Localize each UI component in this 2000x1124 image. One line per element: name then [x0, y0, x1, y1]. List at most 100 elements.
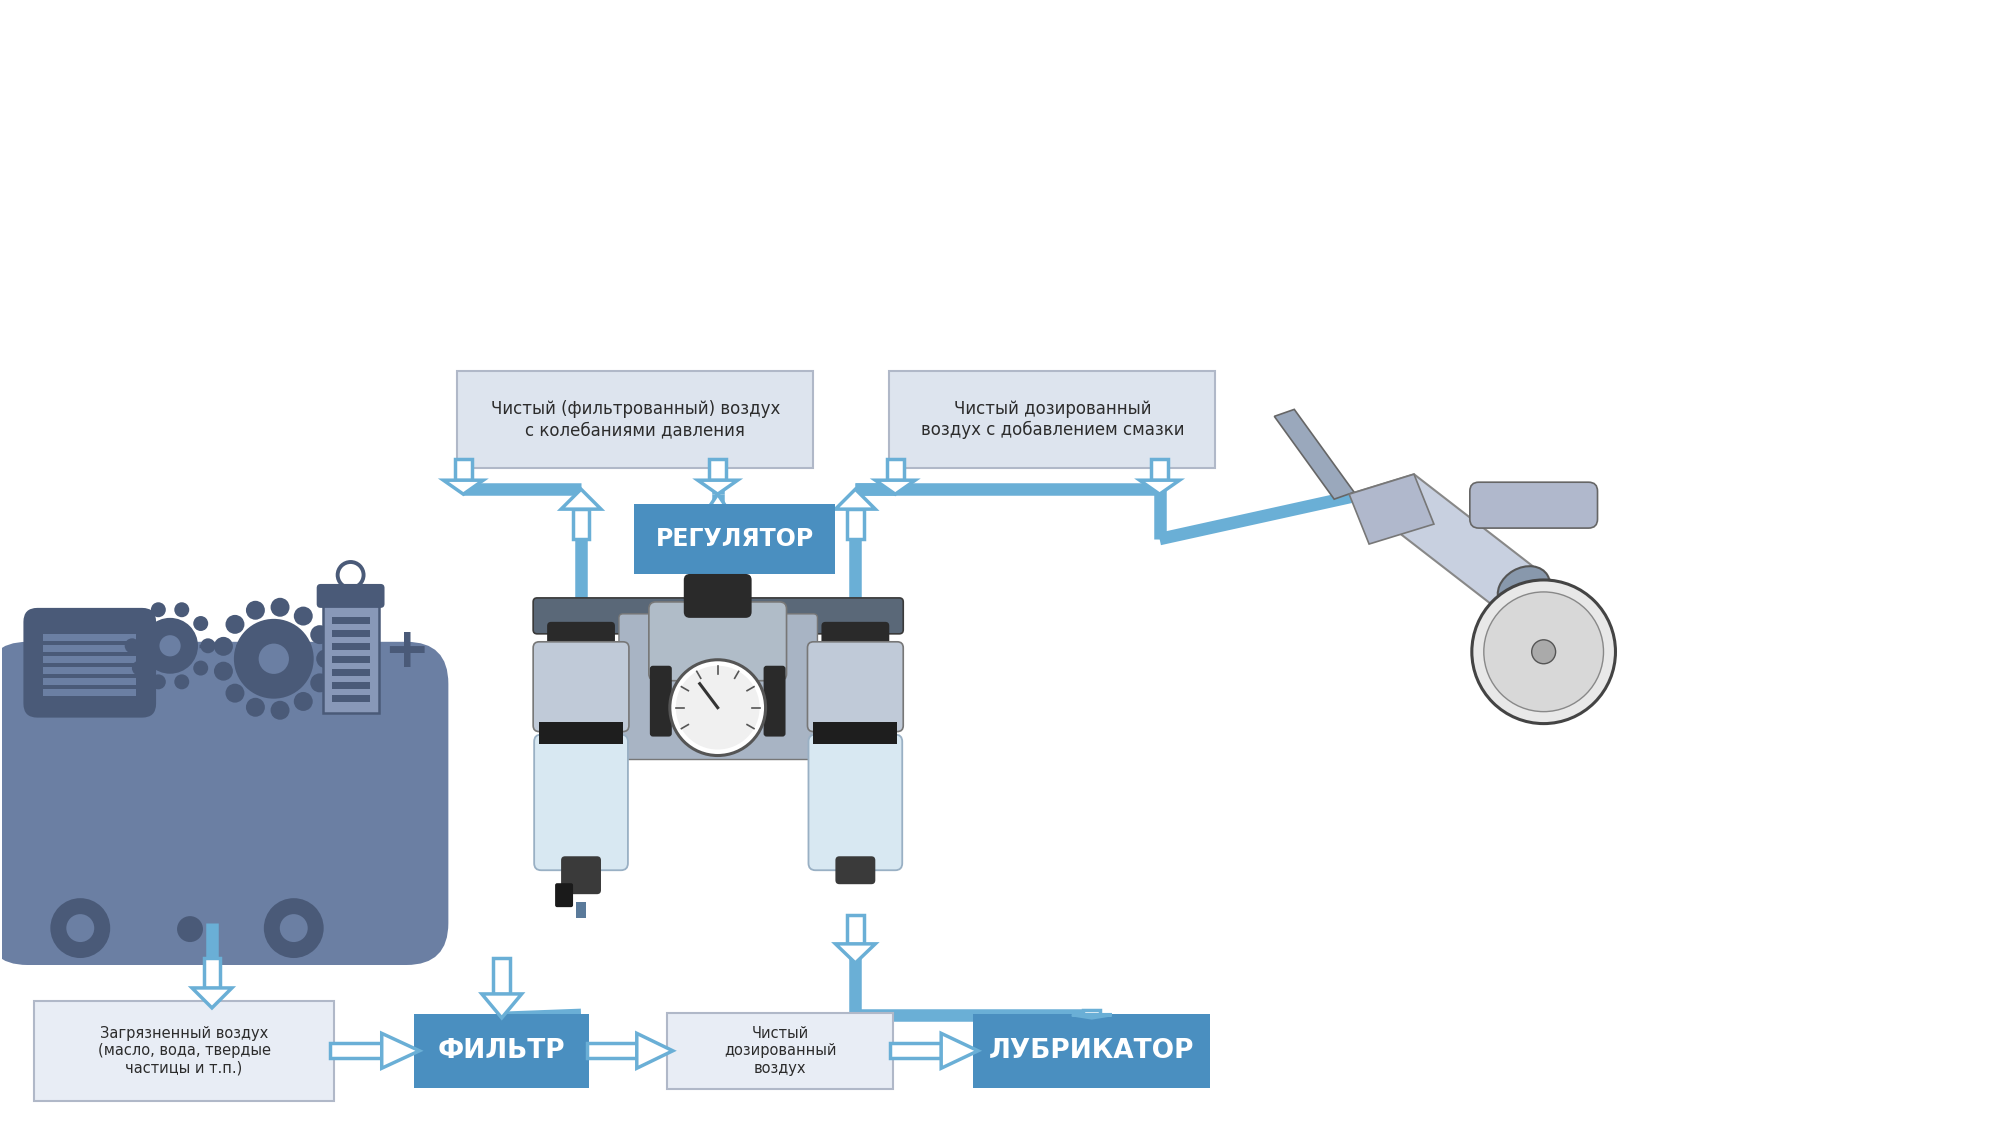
FancyBboxPatch shape [822, 622, 890, 655]
FancyBboxPatch shape [414, 1014, 590, 1088]
Circle shape [132, 661, 146, 676]
Polygon shape [1350, 474, 1434, 544]
Text: Чистый (фильтрованный) воздух
с колебаниями давления: Чистый (фильтрованный) воздух с колебани… [490, 400, 780, 439]
Polygon shape [444, 480, 484, 495]
Bar [710, 524, 726, 569]
Circle shape [178, 916, 202, 942]
Bar [44, 645, 136, 652]
Bar [572, 509, 590, 540]
FancyBboxPatch shape [322, 595, 378, 713]
Polygon shape [876, 480, 916, 495]
Bar [576, 903, 586, 918]
FancyBboxPatch shape [548, 622, 614, 655]
Text: Загрязненный воздух
(масло, вода, твердые
частицы и т.п.): Загрязненный воздух (масло, вода, тверды… [98, 1026, 270, 1076]
Polygon shape [1072, 1015, 1112, 1018]
Bar [588, 1043, 636, 1058]
Polygon shape [942, 1033, 978, 1068]
Bar [494, 958, 510, 994]
Polygon shape [836, 944, 876, 963]
FancyBboxPatch shape [534, 735, 628, 870]
Circle shape [50, 898, 110, 958]
Bar [44, 634, 136, 641]
FancyBboxPatch shape [556, 883, 574, 907]
Bar [330, 1043, 382, 1058]
Circle shape [132, 616, 146, 631]
Ellipse shape [1498, 566, 1550, 611]
Polygon shape [836, 489, 876, 509]
FancyBboxPatch shape [618, 614, 818, 760]
Bar [44, 655, 136, 663]
Bar [44, 667, 136, 673]
Circle shape [200, 638, 216, 653]
Bar [1084, 1009, 1100, 1015]
Circle shape [214, 662, 232, 681]
FancyBboxPatch shape [890, 371, 1216, 469]
Bar [332, 629, 370, 637]
Polygon shape [1140, 480, 1180, 495]
Circle shape [160, 635, 180, 656]
Bar [332, 681, 370, 689]
Circle shape [150, 602, 166, 617]
FancyBboxPatch shape [34, 1000, 334, 1100]
Bar [204, 958, 220, 988]
Circle shape [150, 674, 166, 689]
Polygon shape [636, 1033, 672, 1068]
FancyBboxPatch shape [648, 601, 786, 681]
Bar [710, 460, 726, 480]
Text: Чистый дозированный
воздух с добавлением смазки: Чистый дозированный воздух с добавлением… [920, 400, 1184, 439]
Polygon shape [562, 489, 600, 509]
Bar [886, 460, 904, 480]
Circle shape [280, 914, 308, 942]
Text: Чистый
дозированный
воздух: Чистый дозированный воздух [724, 1026, 836, 1076]
Bar [332, 617, 370, 624]
Bar [890, 1043, 942, 1058]
Circle shape [316, 650, 336, 669]
Circle shape [226, 683, 244, 702]
FancyBboxPatch shape [534, 642, 628, 732]
Circle shape [174, 674, 190, 689]
Bar [1152, 460, 1168, 480]
FancyBboxPatch shape [540, 722, 622, 744]
Circle shape [310, 673, 330, 692]
Circle shape [258, 644, 288, 674]
Bar [332, 695, 370, 701]
Circle shape [294, 607, 312, 626]
Circle shape [142, 618, 198, 673]
Bar [846, 509, 864, 540]
Circle shape [1472, 580, 1616, 724]
Bar [44, 689, 136, 696]
Circle shape [264, 898, 324, 958]
FancyBboxPatch shape [684, 574, 752, 618]
Bar [332, 669, 370, 676]
FancyBboxPatch shape [764, 665, 786, 736]
FancyBboxPatch shape [974, 1014, 1210, 1088]
Bar [332, 643, 370, 650]
FancyBboxPatch shape [0, 642, 448, 966]
Circle shape [194, 661, 208, 676]
Polygon shape [382, 1033, 420, 1068]
Circle shape [1484, 592, 1604, 711]
Polygon shape [482, 994, 522, 1018]
Text: ЛУБРИКАТОР: ЛУБРИКАТОР [990, 1037, 1194, 1063]
FancyBboxPatch shape [458, 371, 814, 469]
Circle shape [234, 619, 314, 699]
FancyBboxPatch shape [634, 505, 836, 574]
FancyBboxPatch shape [316, 584, 384, 608]
FancyBboxPatch shape [534, 598, 904, 634]
Circle shape [310, 625, 330, 644]
Circle shape [174, 602, 190, 617]
FancyBboxPatch shape [814, 722, 898, 744]
FancyBboxPatch shape [808, 735, 902, 870]
Circle shape [270, 700, 290, 719]
Polygon shape [1274, 409, 1354, 499]
Polygon shape [698, 596, 738, 614]
Bar [846, 915, 864, 944]
FancyBboxPatch shape [650, 665, 672, 736]
Circle shape [676, 665, 760, 750]
Circle shape [214, 637, 232, 655]
Polygon shape [1350, 474, 1568, 614]
Text: ФИЛЬТР: ФИЛЬТР [438, 1037, 566, 1063]
Bar [710, 569, 726, 596]
Polygon shape [698, 480, 738, 495]
FancyBboxPatch shape [1470, 482, 1598, 528]
